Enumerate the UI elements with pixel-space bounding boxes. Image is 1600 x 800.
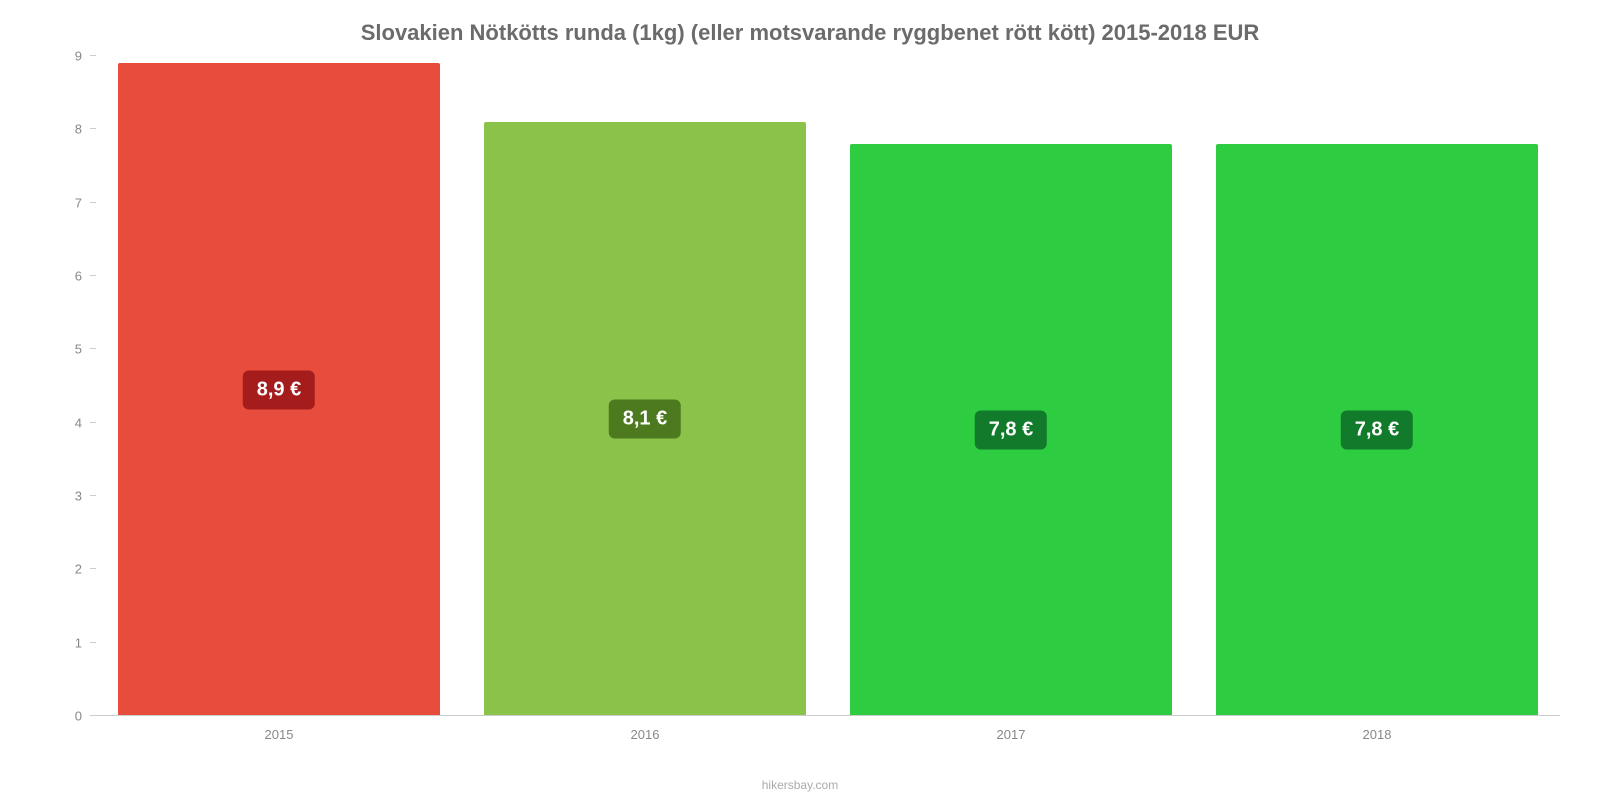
bar: 7,8 € [1216,144,1538,716]
y-tick-label: 2 [75,562,82,577]
bar-slot: 7,8 € [828,56,1194,716]
y-tick-label: 5 [75,342,82,357]
y-axis: 0123456789 [60,56,90,716]
bar-slot: 7,8 € [1194,56,1560,716]
bar: 7,8 € [850,144,1172,716]
y-tick-label: 4 [75,415,82,430]
y-tick-label: 9 [75,49,82,64]
x-axis-label: 2016 [462,727,828,742]
bar-slot: 8,9 € [96,56,462,716]
y-tick-label: 8 [75,122,82,137]
y-tick-label: 0 [75,709,82,724]
plot-area: 0123456789 8,9 €8,1 €7,8 €7,8 € 20152016… [60,56,1560,716]
x-axis-label: 2018 [1194,727,1560,742]
bars-row: 8,9 € 8,1 € 7,8 € 7,8 € [96,56,1560,716]
x-axis-label: 2015 [96,727,462,742]
chart-title: Slovakien Nötkötts runda (1kg) (eller mo… [60,20,1560,46]
bar-value-label: 8,1 € [609,400,681,439]
y-tick-label: 6 [75,269,82,284]
bar: 8,1 € [484,122,806,716]
baseline [90,715,1560,716]
footer-source: hikersbay.com [0,778,1600,792]
bar-value-label: 7,8 € [1341,411,1413,450]
y-tick-label: 1 [75,635,82,650]
chart-body: 8,9 € 8,1 € 7,8 € 7,8 € [96,56,1560,716]
y-tick-label: 7 [75,195,82,210]
x-axis-labels: 2015201620172018 [96,727,1560,742]
bar: 8,9 € [118,63,440,716]
bar-slot: 8,1 € [462,56,828,716]
bar-value-label: 7,8 € [975,411,1047,450]
chart-container: Slovakien Nötkötts runda (1kg) (eller mo… [0,0,1600,800]
y-tick-label: 3 [75,489,82,504]
x-axis-label: 2017 [828,727,1194,742]
bar-value-label: 8,9 € [243,370,315,409]
